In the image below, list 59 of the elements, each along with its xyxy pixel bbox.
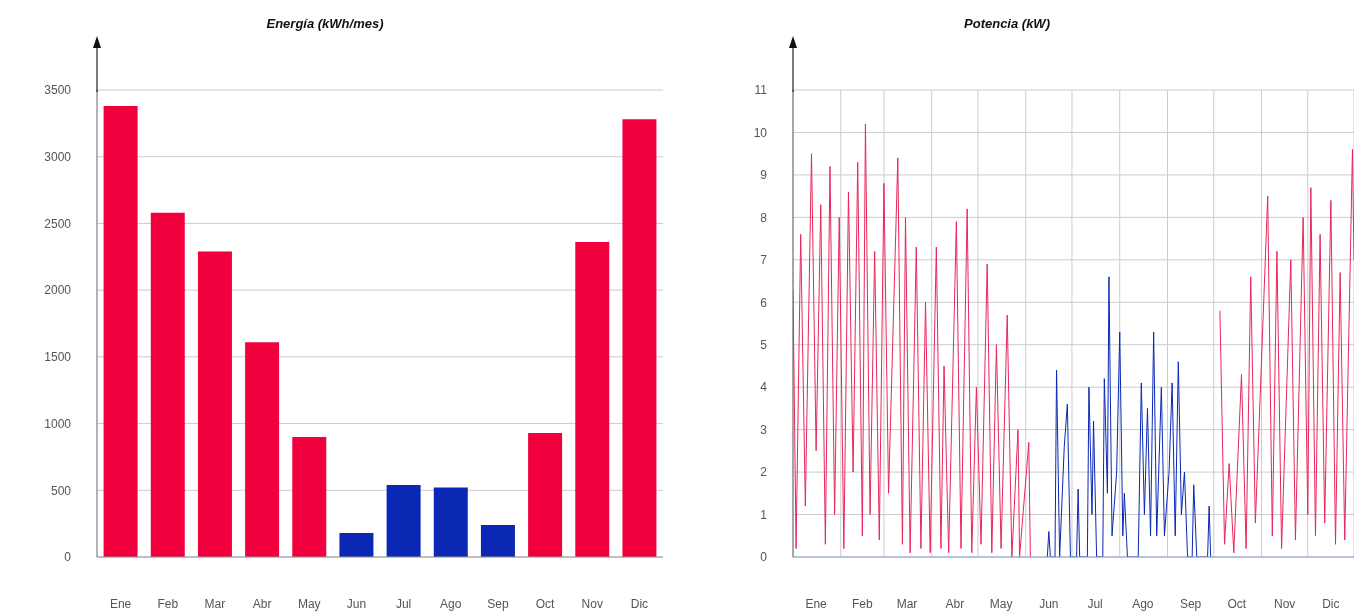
x-tick-label: Sep <box>487 596 509 611</box>
x-tick-label: Abr <box>945 596 965 611</box>
x-tick-label: Jul <box>1087 596 1103 611</box>
y-tick-label: 1 <box>760 507 768 522</box>
y-tick-label: 5 <box>760 337 768 352</box>
x-tick-label: Sep <box>1179 596 1202 611</box>
x-tick-label: Mar <box>204 596 226 611</box>
x-tick-label: Feb <box>157 596 179 611</box>
y-tick-label: 1000 <box>44 416 72 431</box>
y-tick-label: 8 <box>760 210 768 225</box>
x-tick-label: Ene <box>109 596 132 611</box>
x-tick-label: Ene <box>805 596 828 611</box>
x-tick-label: Jun <box>346 596 367 611</box>
x-tick-label: Jun <box>1039 596 1059 611</box>
x-tick-label: Oct <box>1227 596 1247 611</box>
y-tick-label: 11 <box>754 83 768 98</box>
bar <box>433 487 468 557</box>
x-tick-label: Abr <box>252 596 272 611</box>
line-series <box>1046 276 1212 557</box>
bar <box>197 251 232 557</box>
y-tick-label: 2500 <box>44 216 72 231</box>
y-tick-label: 0 <box>64 550 72 565</box>
y-tick-label: 6 <box>760 295 768 310</box>
y-tick-label: 2 <box>760 465 768 480</box>
y-tick-label: 3000 <box>44 149 72 164</box>
y-tick-label: 10 <box>753 125 768 140</box>
chart-title: Energía (kWh/mes) <box>265 16 385 31</box>
y-tick-label: 7 <box>760 253 768 268</box>
bar <box>103 106 138 557</box>
y-tick-label: 0 <box>760 550 768 565</box>
y-tick-label: 3 <box>760 422 768 437</box>
x-tick-label: Feb <box>852 596 874 611</box>
x-tick-label: Dic <box>630 596 649 611</box>
x-tick-label: Jul <box>395 596 412 611</box>
bar <box>622 119 657 557</box>
y-tick-label: 2000 <box>44 283 72 298</box>
bar <box>528 432 563 557</box>
y-tick-label: 500 <box>50 483 72 498</box>
bar <box>150 212 185 557</box>
bar <box>386 484 421 557</box>
y-tick-label: 3500 <box>44 83 72 98</box>
x-tick-label: Mar <box>896 596 918 611</box>
x-tick-label: Nov <box>581 596 603 611</box>
y-tick-label: 1500 <box>44 350 72 365</box>
bar <box>245 342 280 557</box>
x-tick-label: Oct <box>535 596 556 611</box>
bar <box>339 532 374 557</box>
y-tick-label: 4 <box>760 380 768 395</box>
x-tick-label: May <box>989 596 1013 611</box>
x-tick-label: May <box>297 596 321 611</box>
y-tick-label: 9 <box>760 168 768 183</box>
bar <box>575 242 610 557</box>
x-tick-label: Nov <box>1273 596 1296 611</box>
bar <box>480 524 515 557</box>
x-tick-label: Dic <box>1322 596 1340 611</box>
x-tick-label: Ago <box>1132 596 1154 611</box>
bar <box>292 436 327 557</box>
chart-title: Potencia (kW) <box>963 16 1051 31</box>
x-tick-label: Ago <box>440 596 462 611</box>
